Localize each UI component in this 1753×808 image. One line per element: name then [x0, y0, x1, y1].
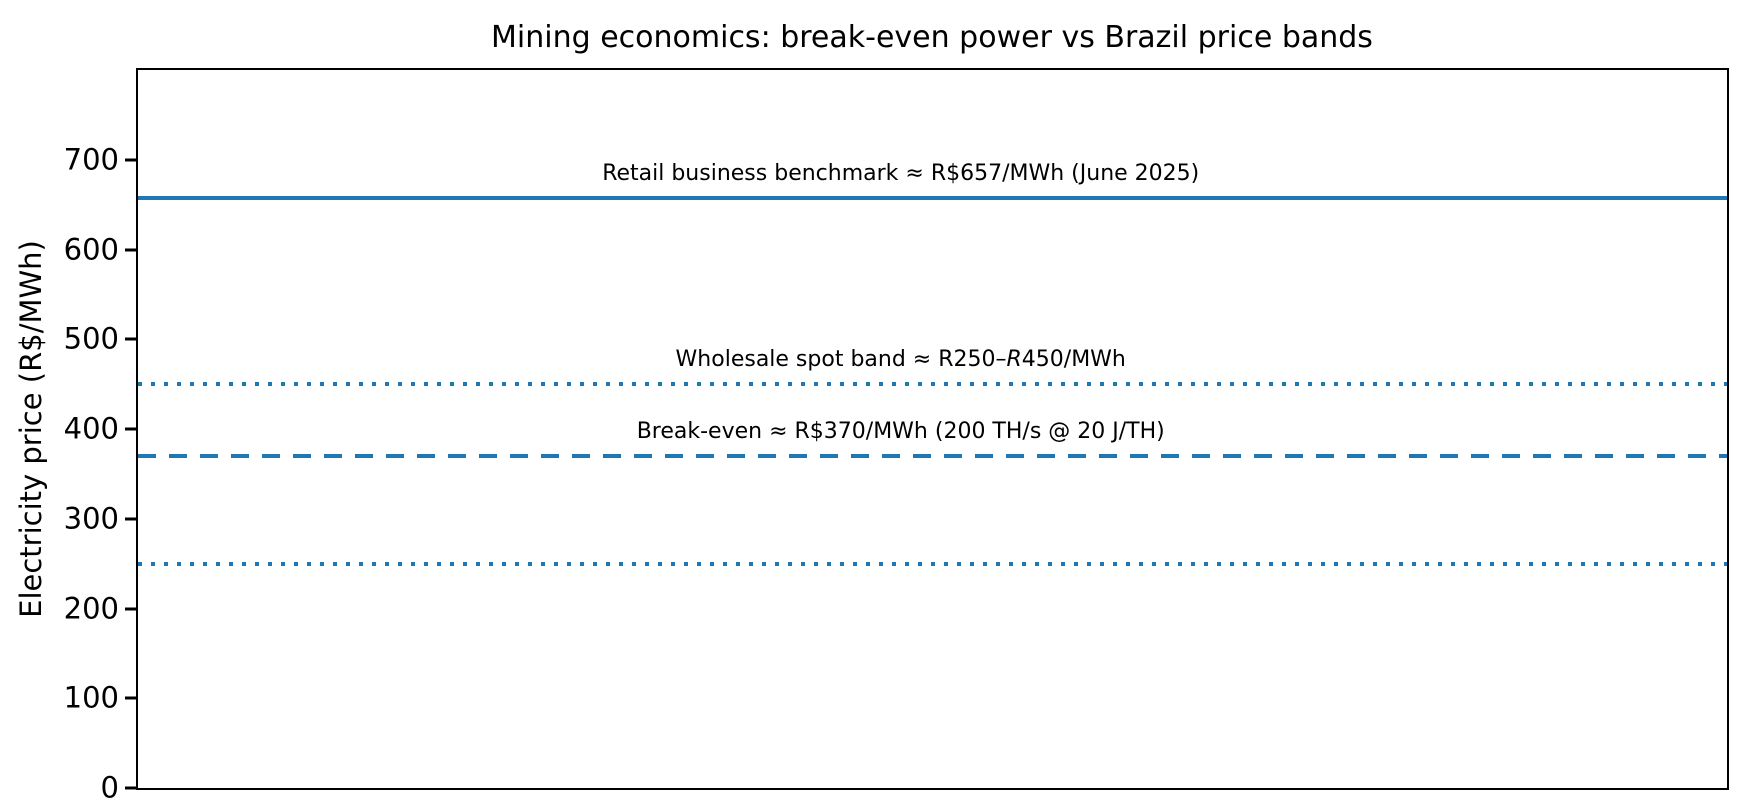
y-tick-mark — [125, 427, 136, 431]
hline-label-segment: Wholesale spot band ≈ R250– — [675, 347, 1007, 373]
y-tick-label: 400 — [63, 411, 119, 446]
y-tick-mark — [125, 517, 136, 521]
y-tick-label: 0 — [100, 770, 119, 805]
hline-dashed — [138, 453, 1727, 458]
hline-dotted — [138, 382, 1727, 387]
chart-title: Mining economics: break-even power vs Br… — [491, 20, 1373, 55]
y-tick-label: 100 — [63, 680, 119, 715]
y-tick-mark — [125, 607, 136, 610]
y-tick-label: 200 — [63, 591, 119, 625]
hline-label: Break-even ≈ R$370/MWh (200 TH/s @ 20 J/… — [637, 418, 1165, 446]
hline-dotted — [138, 561, 1727, 566]
plot-area: 0 100 200 300 400 500 600 700 Retail business be… — [64, 68, 1729, 802]
y-tick-label: 300 — [63, 501, 119, 536]
y-tick-label: 600 — [63, 232, 119, 266]
hline-label: Retail business benchmark ≈ R$657/MWh (J… — [602, 160, 1199, 188]
hline-label-segment: R — [1006, 347, 1022, 373]
hline-label-segment: Retail business benchmark ≈ R$657/MWh (J… — [602, 161, 1200, 187]
y-tick-mark — [125, 786, 136, 790]
hline-label-segment: Break-even ≈ R$370/MWh (200 TH/s @ 20 J/… — [636, 418, 1165, 444]
y-tick-mark — [125, 696, 136, 700]
y-tick-mark — [125, 158, 136, 162]
hline-solid — [138, 196, 1727, 201]
y-tick-mark — [125, 248, 136, 251]
y-tick-label: 500 — [63, 321, 119, 356]
y-tick-label: 700 — [63, 142, 119, 177]
y-tick-mark — [125, 337, 136, 341]
hline-label-segment: 450/MWh — [1021, 347, 1126, 373]
hline-label: Wholesale spot band ≈ R250–R450/MWh — [676, 346, 1126, 374]
y-axis-label: Electricity price (R$/MWh) — [14, 240, 48, 618]
